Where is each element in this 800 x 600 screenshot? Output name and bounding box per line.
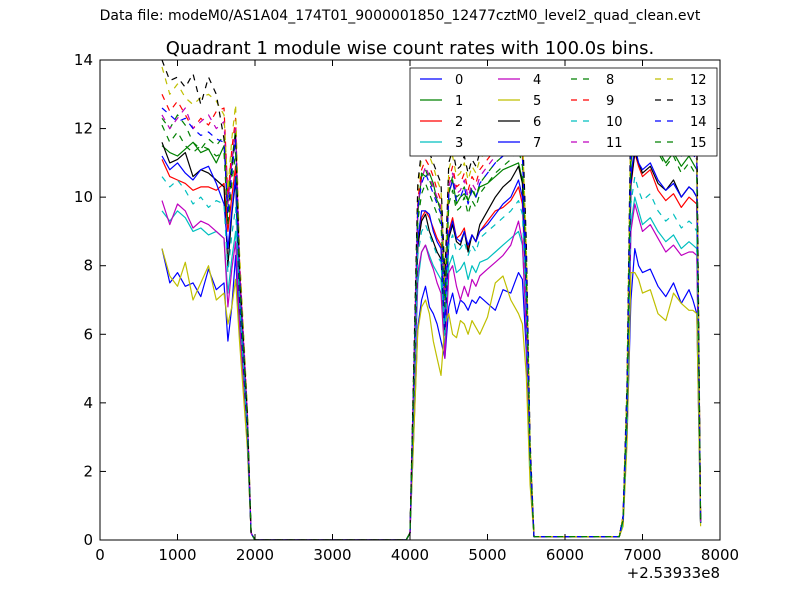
legend-label-2: 2 xyxy=(455,115,463,130)
series-line-13 xyxy=(161,60,702,540)
series-line-5 xyxy=(161,248,702,540)
x-tick-label: 1000 xyxy=(158,546,196,564)
legend-label-12: 12 xyxy=(690,73,707,88)
series-line-8 xyxy=(161,100,702,540)
legend-label-13: 13 xyxy=(690,94,707,109)
legend-label-10: 10 xyxy=(606,115,623,130)
series-line-10 xyxy=(161,176,702,540)
series-line-2 xyxy=(161,152,702,540)
x-tick-label: 5000 xyxy=(468,546,506,564)
series-line-0 xyxy=(161,248,702,540)
legend-box xyxy=(409,67,718,157)
legend-label-3: 3 xyxy=(455,136,463,151)
series-line-3 xyxy=(161,196,702,540)
y-tick-label: 4 xyxy=(83,394,93,412)
legend-label-1: 1 xyxy=(455,94,463,109)
legend-label-11: 11 xyxy=(606,136,623,151)
series-line-4 xyxy=(161,200,702,540)
y-tick-label: 8 xyxy=(83,257,93,275)
x-tick-label: 3000 xyxy=(313,546,351,564)
x-tick-label: 4000 xyxy=(391,546,429,564)
y-tick-label: 0 xyxy=(83,531,93,549)
x-axis-offset-label: +2.53933e8 xyxy=(627,564,720,582)
x-tick-label: 6000 xyxy=(546,546,584,564)
y-tick-label: 6 xyxy=(83,325,93,343)
y-tick-label: 12 xyxy=(74,120,93,138)
legend-label-0: 0 xyxy=(455,73,463,88)
legend-label-7: 7 xyxy=(533,136,541,151)
y-tick-label: 10 xyxy=(74,188,93,206)
axes: 0 1000 2000 3000 4000 5000 6000 7000 80000246810… xyxy=(74,51,739,564)
data-file-title: Data file: modeM0/AS1A04_174T01_90000018… xyxy=(99,8,701,24)
legend-label-6: 6 xyxy=(533,115,541,130)
legend-label-14: 14 xyxy=(690,115,707,130)
legend-label-8: 8 xyxy=(606,73,614,88)
legend-label-9: 9 xyxy=(606,94,614,109)
x-tick-label: 8000 xyxy=(701,546,739,564)
y-tick-label: 14 xyxy=(74,51,93,69)
series-line-12 xyxy=(161,66,702,540)
legend-label-15: 15 xyxy=(690,136,707,151)
x-tick-label: 0 xyxy=(95,546,105,564)
series-line-7 xyxy=(161,145,702,540)
x-tick-label: 2000 xyxy=(236,546,274,564)
legend-label-4: 4 xyxy=(533,73,541,88)
legend-label-5: 5 xyxy=(533,94,541,109)
x-tick-label: 7000 xyxy=(623,546,661,564)
chart-title: Quadrant 1 module wise count rates with … xyxy=(166,38,655,59)
series-line-11 xyxy=(161,97,702,540)
y-tick-label: 2 xyxy=(83,462,93,480)
